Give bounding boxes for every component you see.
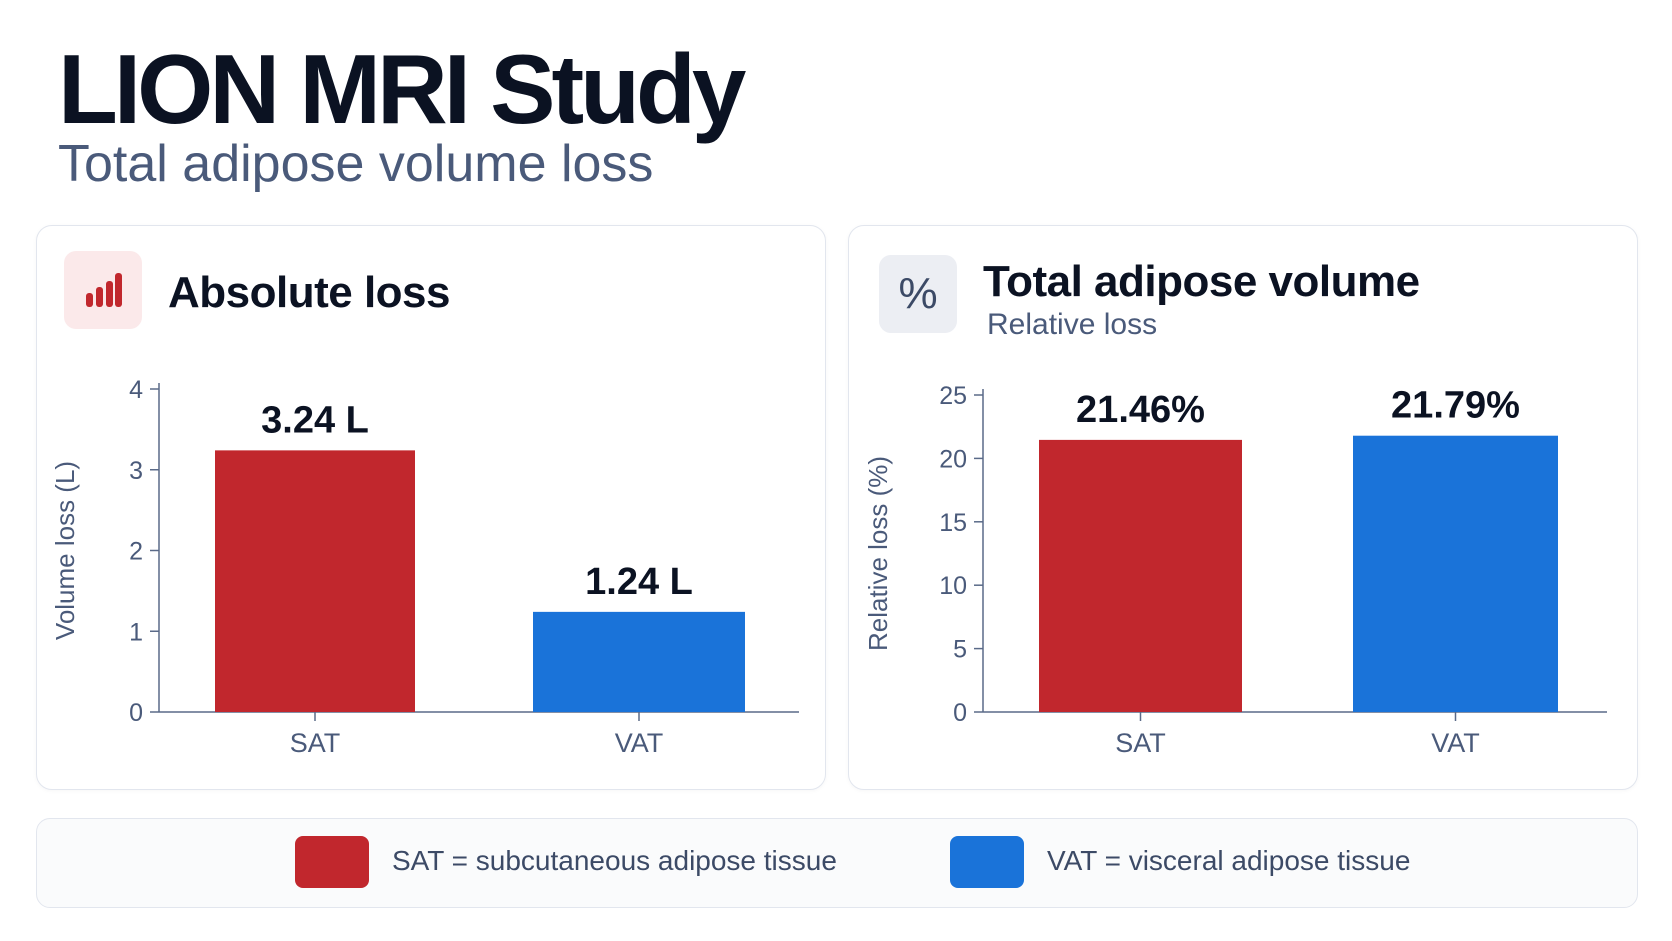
relative-loss-card: % Total adipose volume Relative loss 0 5 1… <box>848 225 1638 790</box>
bar-vat <box>533 611 745 712</box>
y-tick-label: 4 <box>129 376 143 404</box>
x-tick-label-sat: SAT <box>1115 728 1166 758</box>
y-axis-label: Relative loss (%) <box>863 456 893 651</box>
bar-sat <box>1039 439 1242 712</box>
y-tick-label: 5 <box>953 636 967 664</box>
y-tick-label: 10 <box>939 572 967 600</box>
y-tick-label: 20 <box>939 445 967 473</box>
data-label-sat: 3.24 L <box>261 399 369 441</box>
bar-chart-icon <box>64 251 142 329</box>
absolute-loss-chart: 0 1 2 3 4 Volume loss (L) SAT 3.24 L VAT 1.24 L <box>50 376 799 758</box>
x-tick-label-sat: SAT <box>290 728 341 758</box>
relative-loss-subtitle: Relative loss <box>987 308 1158 341</box>
page-subtitle: Total adipose volume loss <box>58 135 654 193</box>
y-tick-label: 2 <box>129 538 143 566</box>
legend-swatch-vat <box>950 836 1024 888</box>
x-tick-label-vat: VAT <box>615 728 664 758</box>
legend: SAT = subcutaneous adipose tissue VAT = … <box>36 818 1638 908</box>
bar-vat <box>1353 435 1558 712</box>
data-label-vat: 21.79% <box>1391 385 1520 427</box>
relative-loss-title: Total adipose volume <box>983 257 1420 306</box>
y-tick-label: 1 <box>129 618 143 646</box>
y-tick-label: 0 <box>129 699 143 727</box>
y-axis-label: Volume loss (L) <box>50 461 80 640</box>
y-tick-label: 0 <box>953 699 967 727</box>
legend-label-vat: VAT = visceral adipose tissue <box>1047 845 1411 876</box>
legend-label-sat: SAT = subcutaneous adipose tissue <box>392 845 837 876</box>
y-tick-label: 3 <box>129 457 143 485</box>
absolute-loss-card: Absolute loss 0 1 2 3 4 Volume loss (L) SAT 3.2… <box>36 225 826 790</box>
absolute-loss-title: Absolute loss <box>168 268 451 317</box>
legend-swatch-sat <box>295 836 369 888</box>
relative-loss-chart: 0 5 10 15 20 25 Relative loss (%) SAT 21.46% VAT 2… <box>863 382 1607 758</box>
percent-icon: % <box>879 255 957 333</box>
x-tick-label-vat: VAT <box>1431 728 1480 758</box>
data-label-sat: 21.46% <box>1076 389 1205 431</box>
bar-sat <box>215 450 415 712</box>
y-tick-label: 15 <box>939 509 967 537</box>
percent-glyph: % <box>898 269 938 318</box>
page-title: LION MRI Study <box>58 34 746 144</box>
y-tick-label: 25 <box>939 382 967 410</box>
data-label-vat: 1.24 L <box>585 561 693 603</box>
